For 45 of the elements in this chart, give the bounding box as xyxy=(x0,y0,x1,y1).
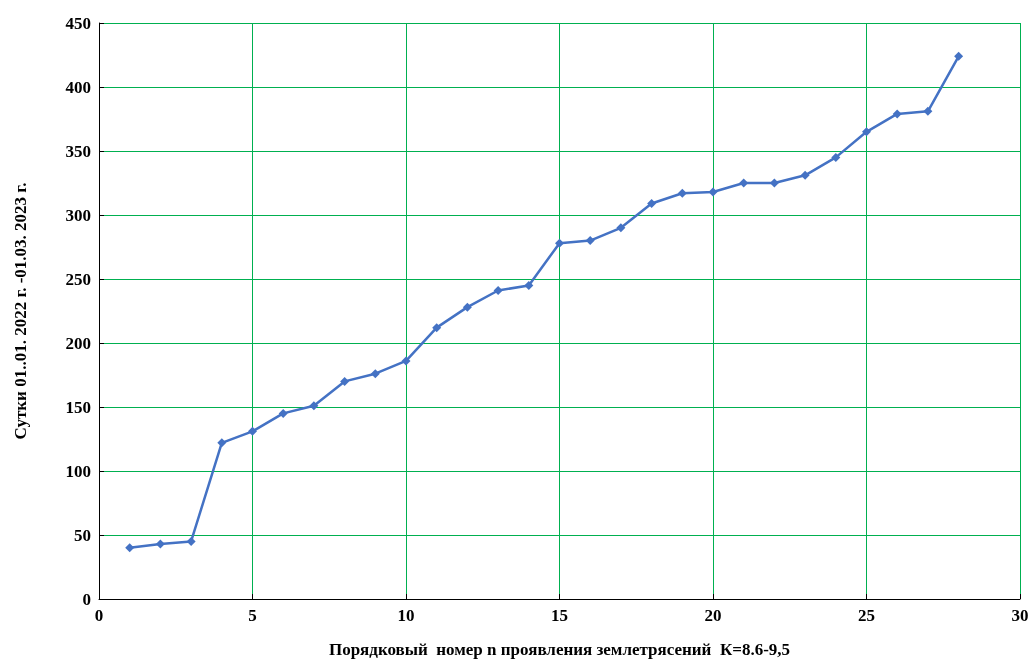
x-tick-label: 0 xyxy=(94,606,104,625)
point xyxy=(401,356,411,366)
point xyxy=(217,438,227,448)
point xyxy=(524,280,534,290)
y-tick-label: 150 xyxy=(65,397,91,417)
point xyxy=(616,223,626,233)
point xyxy=(954,51,964,61)
x-tick-label: 30 xyxy=(1011,606,1029,625)
point xyxy=(462,302,472,312)
point xyxy=(432,323,442,333)
x-tick-label: 15 xyxy=(551,606,568,625)
point xyxy=(370,369,380,379)
point xyxy=(125,543,135,553)
point xyxy=(493,286,503,296)
point xyxy=(708,187,718,197)
y-tick-label: 300 xyxy=(65,205,91,225)
point xyxy=(923,106,933,116)
x-tick-label: 20 xyxy=(704,606,722,625)
point xyxy=(831,152,841,162)
y-tick-label: 50 xyxy=(74,525,91,545)
y-tick-label: 200 xyxy=(65,333,91,353)
point xyxy=(555,238,564,248)
point xyxy=(186,536,196,546)
point xyxy=(647,198,657,208)
point xyxy=(862,127,871,137)
point xyxy=(585,236,595,246)
x-tick-label: 5 xyxy=(248,606,257,625)
x-tick-label: 10 xyxy=(397,606,415,625)
x-tick-label: 25 xyxy=(858,606,875,625)
point xyxy=(309,401,319,411)
y-axis-title: Сутки 01..01. 2022 г. -01.03. 2023 г. xyxy=(11,182,30,440)
y-tick-label: 0 xyxy=(82,589,91,609)
y-tick-label: 450 xyxy=(65,13,91,33)
point xyxy=(155,539,165,549)
point xyxy=(340,376,350,386)
x-axis-title: Порядковый номер n проявления землетрясений К=8.6-9,5 xyxy=(328,640,791,659)
point xyxy=(800,170,810,180)
y-tick-label: 250 xyxy=(65,269,91,289)
y-tick-label: 350 xyxy=(65,141,91,161)
y-tick-label: 100 xyxy=(65,461,91,481)
y-tick-label: 400 xyxy=(65,77,91,97)
point xyxy=(892,109,902,119)
point xyxy=(278,408,288,418)
point xyxy=(677,188,687,198)
point xyxy=(248,426,257,436)
